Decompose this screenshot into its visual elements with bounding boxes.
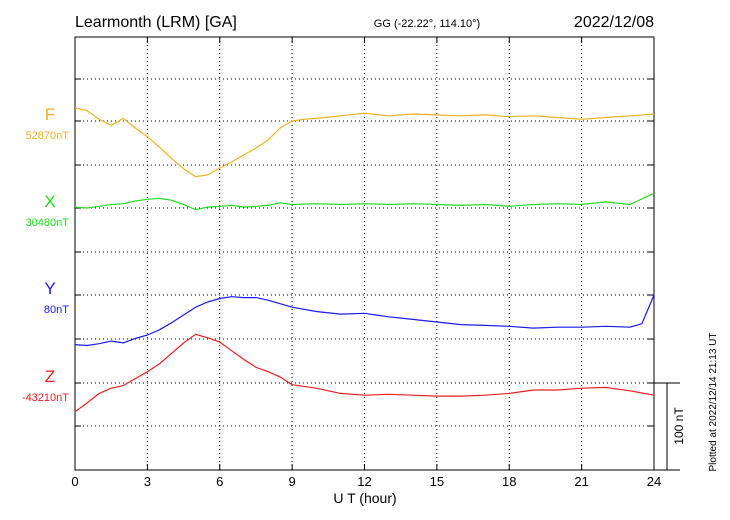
x-tick-label: 18 [502, 474, 516, 489]
series-baseline-y: 80nT [44, 304, 69, 316]
series-name-f: F [45, 105, 55, 124]
chart-title: Learmonth (LRM) [GA] [75, 14, 237, 31]
x-tick-labels: 0 3 6 9 12 15 18 21 24 [71, 474, 661, 489]
x-axis-label: U T (hour) [333, 490, 396, 506]
date-label: 2022/12/08 [574, 14, 654, 31]
series-baseline-f: 52870nT [26, 130, 70, 142]
axis-ticks [74, 36, 655, 471]
x-tick-label: 15 [430, 474, 444, 489]
series-name-z: Z [45, 367, 55, 386]
series-line-y [74, 294, 655, 347]
scale-bar: 100 nT [654, 382, 686, 471]
series-name-y: Y [44, 279, 55, 298]
coordinates-label: GG (-22.22°, 114.10°) [374, 18, 480, 30]
series-group: F 52870nT X 30480nT Y 80nT Z -43210nT [22, 105, 655, 413]
x-tick-label: 21 [574, 474, 588, 489]
series-line-z [74, 333, 655, 413]
series-baseline-x: 30480nT [26, 217, 70, 229]
plotted-timestamp: Plotted at 2022/12/14 21:13 UT [708, 333, 719, 472]
x-tick-label: 12 [357, 474, 371, 489]
x-tick-label: 6 [216, 474, 223, 489]
series-baseline-z: -43210nT [22, 392, 69, 404]
x-tick-label: 24 [647, 474, 661, 489]
series-name-x: X [44, 192, 55, 211]
x-tick-label: 0 [71, 474, 78, 489]
series-line-f [74, 107, 655, 178]
x-tick-label: 3 [144, 474, 151, 489]
series-line-x [74, 192, 655, 211]
grid [75, 37, 654, 470]
x-tick-label: 9 [289, 474, 296, 489]
scale-bar-label: 100 nT [672, 407, 686, 445]
